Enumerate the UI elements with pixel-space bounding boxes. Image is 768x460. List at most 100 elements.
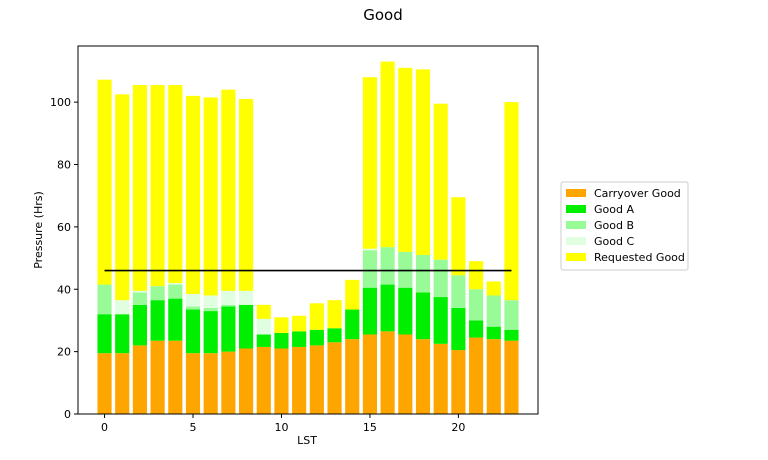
bar-4-series-1	[168, 298, 183, 341]
legend-swatch-0	[566, 189, 586, 197]
legend-label-3: Good C	[594, 235, 634, 248]
bar-15-series-4	[362, 77, 377, 249]
bar-18-series-1	[415, 292, 431, 340]
bar-6-series-3	[203, 295, 218, 308]
legend-swatch-2	[566, 221, 586, 229]
bar-2-series-4	[132, 84, 147, 291]
bar-2-series-0	[132, 345, 147, 414]
bar-19-series-0	[433, 343, 448, 414]
x-tick-label-0: 0	[101, 421, 108, 434]
bar-12-series-4	[309, 303, 324, 330]
y-tick-label-20: 20	[57, 346, 71, 359]
bar-11-series-0	[292, 346, 307, 414]
bar-8-series-4	[239, 99, 254, 291]
bar-12-series-0	[309, 345, 324, 414]
legend-label-2: Good B	[594, 219, 634, 232]
bar-15-series-2	[362, 250, 377, 288]
x-tick-label-15: 15	[363, 421, 377, 434]
bar-4-series-2	[168, 284, 183, 299]
legend-swatch-4	[566, 253, 586, 261]
bar-6-series-2	[203, 307, 218, 312]
y-tick-label-60: 60	[57, 221, 71, 234]
bar-6-series-0	[203, 353, 218, 414]
bar-15-series-3	[362, 248, 377, 251]
bar-5-series-1	[185, 309, 201, 354]
bar-14-series-1	[345, 309, 360, 340]
bar-7-series-1	[221, 306, 236, 352]
x-tick-label-10: 10	[274, 421, 288, 434]
bar-12-series-1	[309, 329, 324, 346]
bar-4-series-3	[168, 283, 183, 285]
bar-9-series-3	[256, 318, 271, 335]
bar-6-series-4	[203, 97, 218, 296]
bar-22-series-1	[486, 326, 501, 340]
bar-8-series-0	[239, 348, 254, 414]
bar-11-series-1	[292, 331, 307, 347]
bar-23-series-0	[504, 340, 519, 414]
bar-3-series-4	[150, 84, 165, 287]
bar-16-series-0	[380, 331, 395, 414]
bar-7-series-2	[221, 304, 236, 307]
bar-0-series-1	[97, 314, 112, 354]
bar-21-series-4	[469, 261, 484, 290]
bar-3-series-0	[150, 340, 165, 414]
bar-6-series-1	[203, 311, 218, 354]
bar-8-series-3	[239, 290, 254, 305]
bar-17-series-1	[398, 287, 413, 335]
bar-5-series-0	[185, 353, 201, 414]
bar-23-series-2	[504, 300, 519, 330]
bar-14-series-0	[345, 339, 360, 414]
bar-21-series-0	[469, 337, 484, 414]
bar-21-series-1	[469, 320, 484, 338]
bar-19-series-4	[433, 103, 448, 260]
bar-1-series-0	[115, 353, 130, 414]
bar-22-series-2	[486, 295, 501, 327]
bar-19-series-1	[433, 297, 448, 344]
bar-9-series-4	[256, 304, 271, 319]
bar-21-series-2	[469, 289, 484, 321]
bar-16-series-4	[380, 61, 395, 248]
bar-7-series-4	[221, 89, 236, 291]
bar-7-series-3	[221, 290, 236, 305]
bar-9-series-0	[256, 346, 271, 414]
bar-16-series-2	[380, 247, 395, 285]
bar-17-series-4	[398, 67, 413, 252]
bar-2-series-1	[132, 304, 147, 346]
y-tick-label-0: 0	[64, 408, 71, 421]
plot-area: 0 5 10 15 20 0 20 40 60 80 100	[50, 45, 539, 434]
bar-0-series-2	[97, 284, 112, 315]
y-axis-label: Pressure (Hrs)	[32, 191, 45, 269]
bar-10-series-4	[274, 317, 289, 333]
bar-22-series-0	[486, 339, 501, 414]
bar-10-series-0	[274, 348, 289, 414]
bar-4-series-4	[168, 84, 183, 284]
bar-18-series-4	[415, 69, 431, 255]
bar-7-series-0	[221, 351, 236, 414]
y-tick-label-100: 100	[50, 96, 71, 109]
plot-frame	[77, 45, 539, 415]
bar-19-series-2	[433, 259, 448, 298]
legend-label-1: Good A	[594, 203, 634, 216]
x-axis-label: LST	[297, 434, 317, 447]
bar-5-series-3	[185, 293, 201, 307]
bar-10-series-1	[274, 332, 289, 349]
chart-title: Good	[363, 6, 403, 24]
bar-17-series-0	[398, 334, 413, 414]
bar-8-series-1	[239, 304, 254, 349]
bar-15-series-1	[362, 287, 377, 335]
y-tick-label-40: 40	[57, 283, 71, 296]
bar-5-series-4	[185, 95, 201, 294]
x-tick-label-20: 20	[451, 421, 465, 434]
bar-0-series-0	[97, 353, 112, 414]
bar-1-series-1	[115, 314, 130, 354]
legend-swatch-3	[566, 237, 586, 245]
bar-15-series-0	[362, 334, 377, 414]
bar-13-series-1	[327, 328, 342, 343]
bar-20-series-1	[451, 307, 466, 351]
bar-2-series-3	[132, 290, 147, 293]
bar-1-series-3	[115, 300, 130, 315]
legend-label-0: Carryover Good	[594, 187, 681, 200]
bar-3-series-1	[150, 300, 165, 341]
bar-4-series-0	[168, 340, 183, 414]
